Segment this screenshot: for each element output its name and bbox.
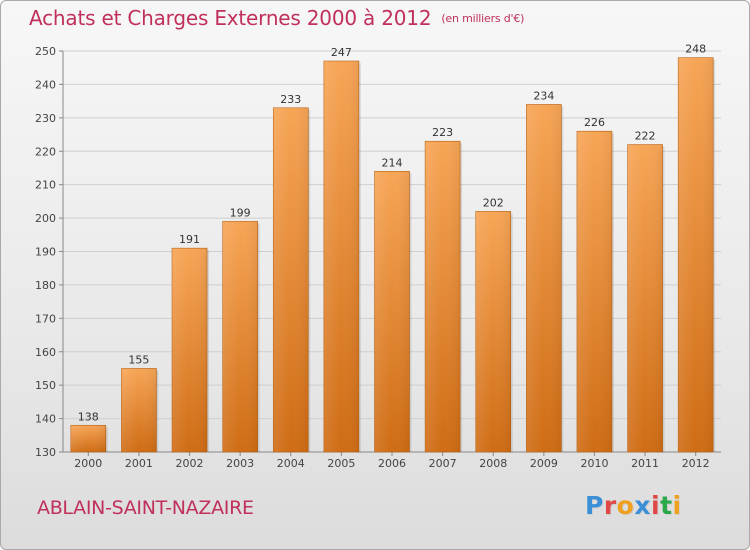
y-tick-label: 200	[35, 212, 56, 225]
y-tick-label: 140	[35, 413, 56, 426]
chart-title: Achats et Charges Externes 2000 à 2012 (e…	[29, 6, 524, 30]
y-tick-label: 250	[35, 45, 56, 58]
data-label-2003: 199	[230, 206, 251, 219]
commune-name: ABLAIN-SAINT-NAZAIRE	[37, 497, 254, 519]
x-tick-label-2008: 2008	[479, 457, 507, 470]
x-tick-label-2003: 2003	[226, 457, 254, 470]
x-tick-label-2004: 2004	[277, 457, 305, 470]
bar-highlight	[222, 221, 258, 452]
x-tick-label-2006: 2006	[378, 457, 406, 470]
bar-highlight	[121, 368, 157, 452]
proxiti-logo[interactable]: Proxiti	[585, 491, 682, 520]
x-tick-label-2005: 2005	[327, 457, 355, 470]
bar-highlight	[526, 104, 562, 452]
y-tick-label: 130	[35, 446, 56, 459]
bar-highlight	[273, 107, 309, 452]
bar-highlight	[627, 144, 663, 453]
x-tick-label-2000: 2000	[74, 457, 102, 470]
y-tick-label: 240	[35, 78, 56, 91]
logo-letter: i	[672, 491, 682, 520]
x-tick-label-2001: 2001	[125, 457, 153, 470]
y-tick-label: 160	[35, 346, 56, 359]
y-tick-label: 230	[35, 112, 56, 125]
logo-letter: t	[660, 491, 673, 520]
bar-highlight	[172, 248, 208, 452]
y-tick-label: 210	[35, 179, 56, 192]
x-tick-label-2010: 2010	[580, 457, 608, 470]
bar-highlight	[576, 131, 612, 452]
y-tick-label: 180	[35, 279, 56, 292]
x-tick-label-2011: 2011	[631, 457, 659, 470]
unit-label: (en milliers d'€)	[441, 12, 525, 25]
x-tick-label-2012: 2012	[682, 457, 710, 470]
data-label-2006: 214	[382, 156, 403, 169]
data-label-2005: 247	[331, 46, 352, 59]
data-label-2008: 202	[483, 196, 504, 209]
bar-highlight	[70, 425, 106, 452]
bar-highlight	[425, 141, 461, 452]
logo-letter: x	[634, 491, 651, 520]
y-tick-label: 170	[35, 312, 56, 325]
bar-highlight	[678, 57, 714, 452]
y-tick-label: 150	[35, 379, 56, 392]
title-text: Achats et Charges Externes 2000 à 2012	[29, 6, 432, 30]
x-tick-label-2002: 2002	[176, 457, 204, 470]
logo-letter: i	[651, 491, 661, 520]
bars	[70, 57, 716, 453]
bar-highlight	[475, 211, 511, 452]
data-label-2011: 222	[635, 130, 656, 143]
y-tick-label: 220	[35, 145, 56, 158]
data-label-2007: 223	[432, 126, 453, 139]
logo-letter: o	[616, 491, 635, 520]
data-label-2010: 226	[584, 116, 605, 129]
data-label-2002: 191	[179, 233, 200, 246]
data-label-2000: 138	[78, 410, 99, 423]
bar-highlight	[323, 61, 359, 453]
y-tick-label: 190	[35, 246, 56, 259]
labels: 138 2000 155 2001 191 2002 199 2003 233 2004 247 20…	[74, 43, 709, 470]
data-label-2001: 155	[128, 353, 149, 366]
data-label-2012: 248	[685, 43, 706, 56]
data-label-2009: 234	[533, 89, 554, 102]
logo-letter: P	[585, 491, 604, 520]
x-tick-label-2009: 2009	[530, 457, 558, 470]
logo-letter: r	[603, 491, 617, 520]
x-tick-label-2007: 2007	[429, 457, 457, 470]
data-label-2004: 233	[280, 93, 301, 106]
bar-highlight	[374, 171, 410, 453]
